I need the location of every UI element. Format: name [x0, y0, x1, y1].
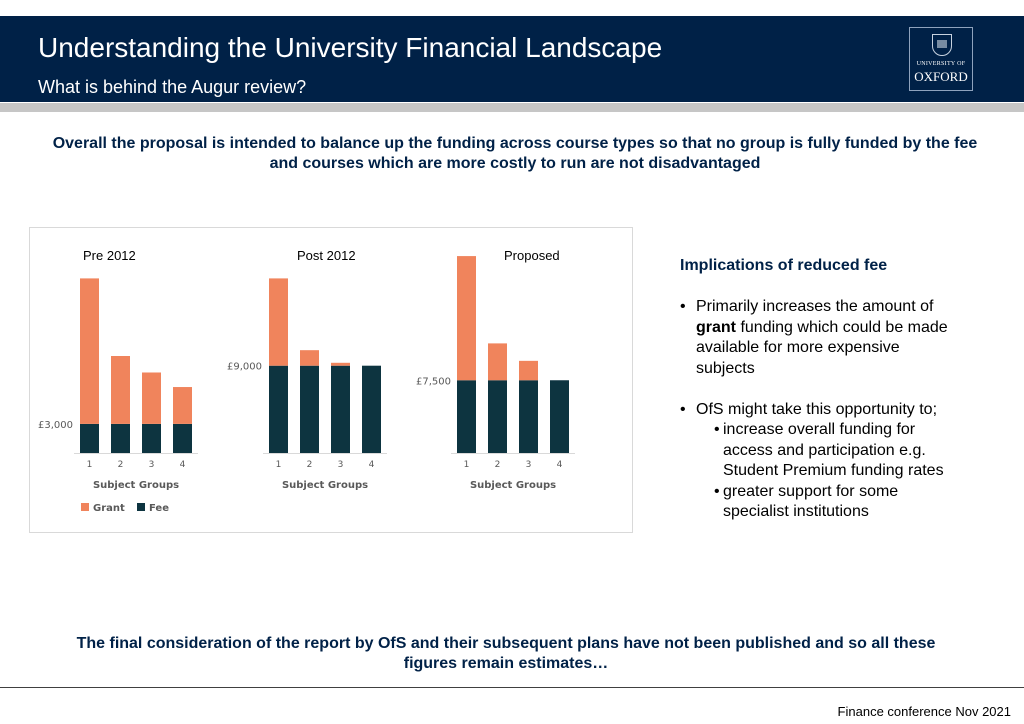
bar-fee [362, 365, 381, 453]
x-axis-title: Subject Groups [470, 480, 556, 491]
x-tick-label: 2 [118, 460, 124, 470]
footer-rule [0, 687, 1024, 688]
x-tick-label: 3 [149, 460, 155, 470]
bar-fee [173, 423, 192, 453]
bar-fee [80, 423, 99, 453]
x-axis-title: Subject Groups [282, 480, 368, 491]
x-tick-label: 3 [526, 460, 532, 470]
bar-fee [550, 380, 569, 453]
bar-fee [488, 380, 507, 453]
x-tick-label: 3 [338, 460, 344, 470]
bar-grant [80, 278, 99, 424]
bar-fee [457, 380, 476, 453]
bar-fee [519, 380, 538, 453]
divider-bar [0, 103, 1024, 112]
bar-fee [331, 365, 350, 453]
logo-university-of: UNIVERSITY OF [916, 61, 966, 67]
list-item: • OfS might take this opportunity to; [680, 400, 980, 421]
crest-icon [932, 34, 952, 56]
x-tick-label: 1 [464, 460, 470, 470]
bullet-icon: • [680, 298, 686, 315]
x-axis-title: Subject Groups [93, 480, 179, 491]
fee-level-label: £3,000 [38, 420, 73, 431]
bar-grant [457, 256, 476, 381]
legend-fee-swatch [137, 503, 145, 511]
x-tick-label: 2 [495, 460, 501, 470]
footer-text: Finance conference Nov 2021 [837, 704, 1011, 719]
legend-fee-label: Fee [149, 503, 169, 514]
lead-statement: Overall the proposal is intended to bala… [52, 135, 978, 172]
sub-list-item: • greater support for some specialist in… [714, 482, 899, 521]
bar-grant [142, 372, 161, 424]
legend-grant-swatch [81, 503, 89, 511]
x-tick-label: 4 [557, 460, 563, 470]
implications-list: • Primarily increases the amount of gran… [680, 297, 980, 523]
logo-oxford: OXFORD [914, 69, 968, 84]
list-item: • Primarily increases the amount of gran… [680, 298, 948, 377]
slide-subtitle: What is behind the Augur review? [38, 77, 307, 97]
x-tick-label: 4 [369, 460, 375, 470]
x-tick-label: 1 [87, 460, 93, 470]
bar-fee [269, 365, 288, 453]
panel-title-proposed: Proposed [504, 248, 560, 263]
bar-fee [142, 423, 161, 453]
bar-grant [300, 350, 319, 366]
fee-level-label: £9,000 [227, 362, 262, 373]
bullet-icon: • [680, 400, 686, 418]
bar-grant [519, 360, 538, 381]
oxford-logo: UNIVERSITY OF OXFORD [909, 27, 973, 91]
x-tick-label: 2 [307, 460, 313, 470]
implications-heading: Implications of reduced fee [680, 257, 888, 274]
grant-emphasis: grant [696, 318, 736, 336]
bar-grant [111, 356, 130, 424]
panel-title-post-2012: Post 2012 [297, 248, 356, 263]
bullet-icon: • [714, 421, 720, 438]
x-tick-label: 4 [180, 460, 186, 470]
fee-level-label: £7,500 [416, 376, 451, 387]
bar-grant [269, 278, 288, 366]
bar-grant [488, 343, 507, 381]
bar-grant [331, 362, 350, 366]
bar-grant [173, 387, 192, 424]
slide-title: Understanding the University Financial L… [38, 32, 663, 63]
bullet-icon: • [714, 482, 720, 500]
panel-title-pre-2012: Pre 2012 [83, 248, 136, 263]
funding-chart: Pre 2012 Post 2012 Proposed 1 2 3 4 £3,000 Su… [29, 227, 633, 533]
title-banner: Understanding the University Financial L… [0, 16, 1024, 102]
sub-list-item: • increase overall funding for access an… [714, 421, 944, 479]
closing-statement: The final consideration of the report by… [76, 635, 936, 672]
bar-fee [111, 423, 130, 453]
bar-fee [300, 365, 319, 453]
legend-grant-label: Grant [93, 503, 125, 514]
x-tick-label: 1 [276, 460, 282, 470]
